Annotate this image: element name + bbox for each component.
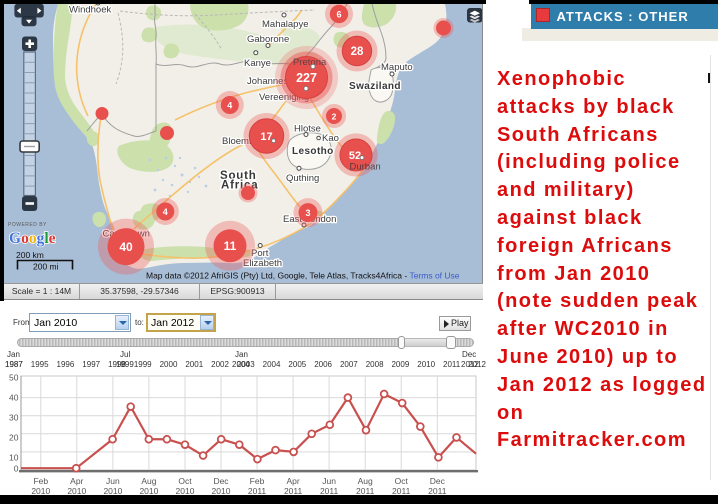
svg-text:3: 3 <box>305 208 310 218</box>
svg-text:40: 40 <box>119 240 133 254</box>
svg-text:2011: 2011 <box>284 486 303 496</box>
svg-text:52: 52 <box>349 150 361 162</box>
svg-text:2010: 2010 <box>139 486 158 496</box>
svg-text:Quthing: Quthing <box>286 173 319 184</box>
svg-text:40: 40 <box>9 392 19 402</box>
svg-text:Aug: Aug <box>358 476 373 486</box>
svg-text:11: 11 <box>224 239 237 253</box>
svg-text:Maputo: Maputo <box>381 62 413 73</box>
svg-text:Port: Port <box>251 248 269 259</box>
svg-text:2010: 2010 <box>176 486 195 496</box>
svg-text:30: 30 <box>9 412 19 422</box>
svg-text:Aug: Aug <box>141 476 156 486</box>
svg-text:Dec: Dec <box>430 476 446 486</box>
svg-text:6: 6 <box>336 10 341 20</box>
svg-text:South: South <box>220 170 257 182</box>
svg-text:4: 4 <box>163 207 168 217</box>
svg-text:Apr: Apr <box>286 476 299 486</box>
svg-text:Durban: Durban <box>350 162 381 173</box>
svg-text:Kanye: Kanye <box>244 58 271 69</box>
svg-text:Kao: Kao <box>322 133 339 144</box>
svg-text:2010: 2010 <box>103 486 122 496</box>
svg-text:Map data ©2012 AfriGIS (Pty) L: Map data ©2012 AfriGIS (Pty) Ltd, Google… <box>146 271 460 281</box>
svg-text:Feb: Feb <box>250 476 265 486</box>
svg-text:2011: 2011 <box>248 486 267 496</box>
svg-text:Feb: Feb <box>33 476 48 486</box>
svg-text:0: 0 <box>14 463 19 473</box>
svg-text:Google: Google <box>9 230 56 247</box>
svg-text:Jun: Jun <box>106 476 120 486</box>
svg-text:200 mi: 200 mi <box>33 262 59 272</box>
svg-text:10: 10 <box>9 453 19 463</box>
svg-text:2011: 2011 <box>392 486 411 496</box>
svg-text:4: 4 <box>227 101 232 111</box>
svg-text:2: 2 <box>332 112 337 122</box>
svg-text:2011: 2011 <box>320 486 339 496</box>
svg-text:2011: 2011 <box>356 486 375 496</box>
svg-text:Oct: Oct <box>178 476 192 486</box>
svg-text:POWERED BY: POWERED BY <box>8 222 47 228</box>
svg-text:Swaziland: Swaziland <box>349 81 401 92</box>
svg-text:Mahalapye: Mahalapye <box>262 19 308 30</box>
svg-text:2010: 2010 <box>67 486 86 496</box>
svg-text:Hlotse: Hlotse <box>294 124 321 135</box>
svg-text:17: 17 <box>260 131 272 143</box>
svg-text:2010: 2010 <box>212 486 231 496</box>
svg-text:Windhoek: Windhoek <box>69 5 111 16</box>
svg-text:2011: 2011 <box>428 486 447 496</box>
svg-text:Pretoria: Pretoria <box>293 57 327 68</box>
svg-text:Oct: Oct <box>395 476 409 486</box>
svg-text:50: 50 <box>9 373 19 383</box>
svg-text:Gaborone: Gaborone <box>247 34 289 45</box>
svg-text:200 km: 200 km <box>16 250 44 260</box>
svg-text:28: 28 <box>351 46 364 58</box>
svg-text:Elizabeth: Elizabeth <box>243 258 282 269</box>
svg-text:Lesotho: Lesotho <box>292 146 334 157</box>
svg-text:20: 20 <box>9 433 19 443</box>
svg-text:2010: 2010 <box>31 486 50 496</box>
svg-text:227: 227 <box>296 71 317 85</box>
svg-text:Jun: Jun <box>322 476 336 486</box>
svg-text:Apr: Apr <box>70 476 83 486</box>
svg-text:Dec: Dec <box>213 476 229 486</box>
